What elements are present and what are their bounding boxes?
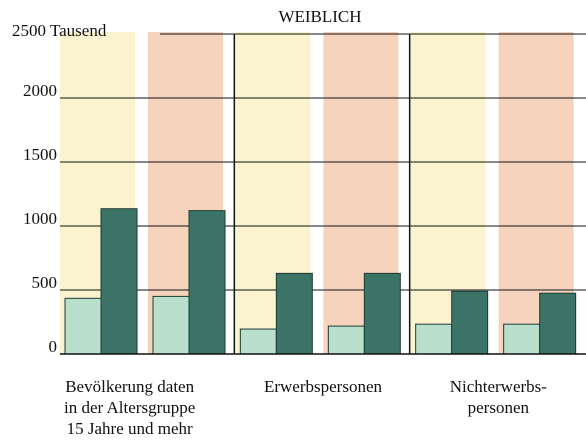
bar [188, 210, 226, 355]
group-label: Erwerbspersonen [264, 377, 383, 396]
chart-title: WEIBLICH [278, 7, 361, 26]
group-label: 15 Jahre und mehr [67, 419, 193, 438]
bar [327, 325, 365, 355]
bar [451, 290, 489, 355]
bar [275, 272, 313, 355]
group-label: personen [468, 398, 530, 417]
bar [363, 272, 401, 355]
bar [100, 208, 138, 355]
bar [539, 292, 577, 355]
bar [503, 323, 541, 355]
group-label: in der Altersgruppe [64, 398, 195, 417]
bar [239, 328, 277, 355]
bar [415, 323, 453, 355]
group-label: Bevölkerung daten [65, 377, 194, 396]
group-label: Nichterwerbs- [450, 377, 548, 396]
bar [64, 297, 102, 355]
y-tick-label: 1000 [23, 209, 57, 228]
y-tick-label: 0 [49, 337, 58, 356]
y-tick-label: 2500 Tausend [12, 21, 107, 40]
y-tick-label: 1500 [23, 145, 57, 164]
bar [152, 295, 190, 355]
y-tick-label: 2000 [23, 81, 57, 100]
y-tick-label: 500 [32, 273, 58, 292]
